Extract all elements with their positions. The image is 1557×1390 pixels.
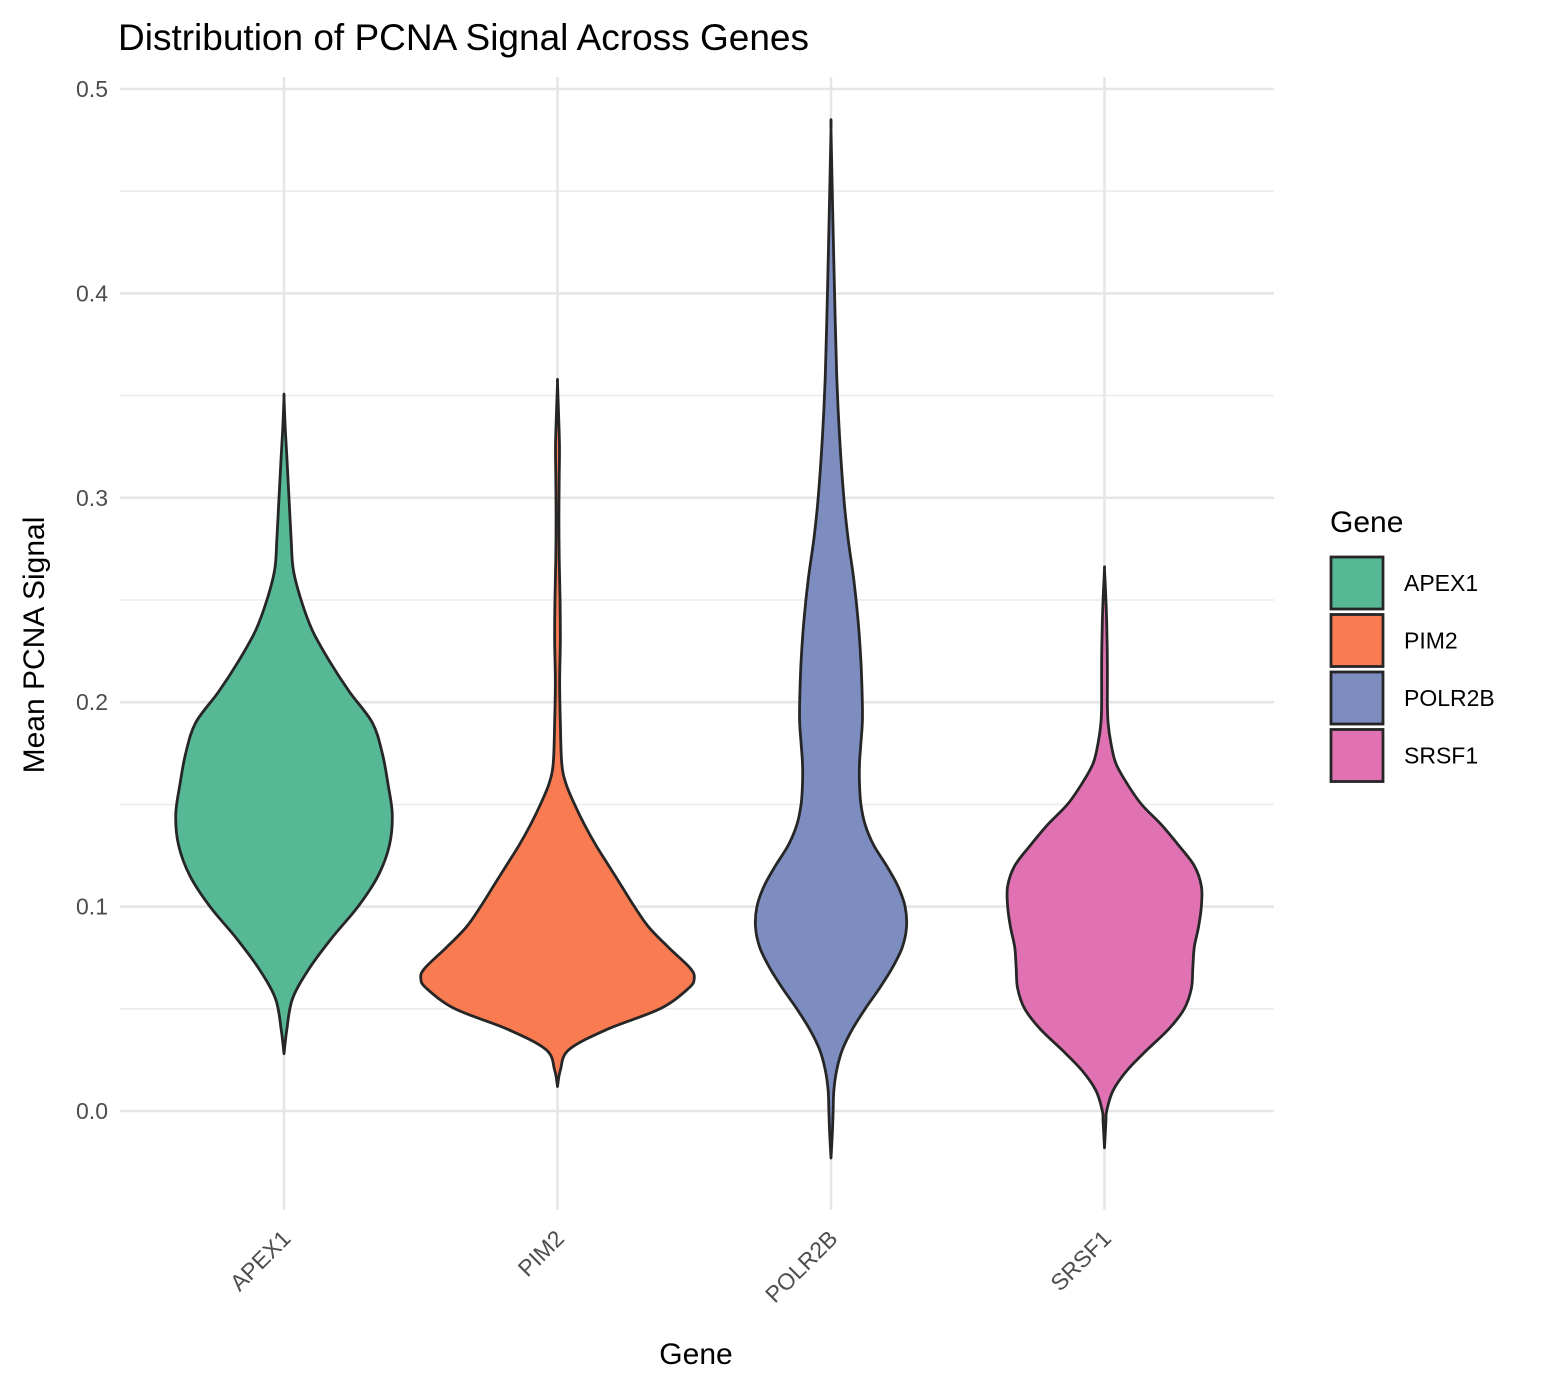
legend-key-polr2b <box>1329 670 1385 726</box>
violin-group <box>174 118 1204 1160</box>
y-tick-label: 0.5 <box>76 76 108 102</box>
legend-label: POLR2B <box>1404 685 1495 711</box>
violin-pim2 <box>419 377 696 1088</box>
chart-title: Distribution of PCNA Signal Across Genes <box>118 17 809 58</box>
y-axis-title: Mean PCNA Signal <box>18 517 51 774</box>
legend-key-pim2 <box>1329 613 1385 668</box>
legend-key-srsf1 <box>1329 728 1385 783</box>
y-tick-label: 0.1 <box>76 894 108 920</box>
violin-apex1 <box>174 392 394 1056</box>
y-tick-label: 0.4 <box>76 280 108 306</box>
x-axis-title: Gene <box>659 1338 732 1371</box>
legend-label: SRSF1 <box>1404 743 1478 769</box>
x-axis-ticks: APEX1 PIM2 POLR2B SRSF1 <box>225 1225 1116 1308</box>
x-tick-label: POLR2B <box>760 1225 843 1308</box>
legend: Gene APEX1 PIM2 POLR2B SRSF1 <box>1329 506 1495 783</box>
x-tick-label: PIM2 <box>513 1225 569 1281</box>
violin-polr2b <box>753 118 909 1160</box>
x-tick-label: SRSF1 <box>1045 1225 1116 1296</box>
legend-label: APEX1 <box>1404 570 1478 596</box>
violin-srsf1 <box>1005 565 1204 1150</box>
legend-label: PIM2 <box>1404 628 1458 654</box>
y-tick-label: 0.3 <box>76 485 108 511</box>
y-tick-label: 0.0 <box>76 1098 108 1124</box>
legend-key-apex1 <box>1329 555 1385 611</box>
legend-title: Gene <box>1330 506 1403 539</box>
x-tick-label: APEX1 <box>225 1225 296 1296</box>
y-tick-label: 0.2 <box>76 689 108 715</box>
y-axis-ticks: 0.0 0.1 0.2 0.3 0.4 0.5 <box>76 76 108 1124</box>
